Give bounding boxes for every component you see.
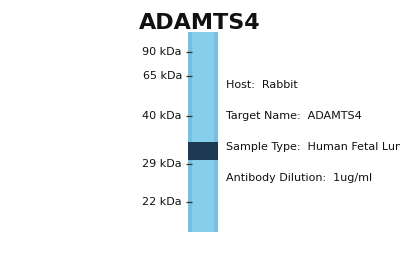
Text: 29 kDa: 29 kDa <box>142 159 182 169</box>
Bar <box>214 32 218 232</box>
Text: Antibody Dilution:  1ug/ml: Antibody Dilution: 1ug/ml <box>226 172 372 183</box>
Bar <box>188 32 192 232</box>
Text: ADAMTS4: ADAMTS4 <box>139 13 261 33</box>
Text: Target Name:  ADAMTS4: Target Name: ADAMTS4 <box>226 111 362 121</box>
Bar <box>188 142 218 160</box>
Text: 65 kDa: 65 kDa <box>143 71 182 81</box>
Text: Host:  Rabbit: Host: Rabbit <box>226 80 298 91</box>
Text: 90 kDa: 90 kDa <box>142 47 182 57</box>
Bar <box>188 32 218 232</box>
Text: 40 kDa: 40 kDa <box>142 111 182 121</box>
Text: 22 kDa: 22 kDa <box>142 197 182 207</box>
Text: Sample Type:  Human Fetal Lung: Sample Type: Human Fetal Lung <box>226 142 400 152</box>
